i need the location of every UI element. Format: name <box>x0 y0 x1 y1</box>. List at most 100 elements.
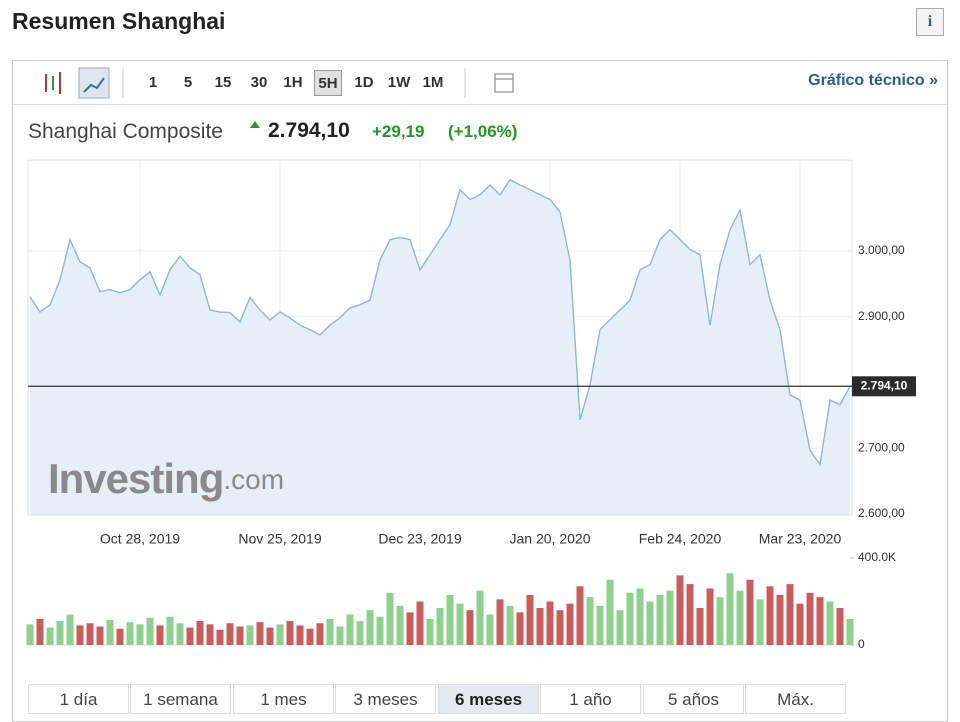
volume-bar <box>776 594 784 645</box>
volume-bar <box>216 629 224 645</box>
candle-icon[interactable] <box>45 72 61 94</box>
volume-bar <box>296 625 304 645</box>
interval[interactable]: 1M <box>422 74 444 91</box>
volume-bar <box>446 594 454 645</box>
interval[interactable]: 1H <box>283 74 303 91</box>
volume-bar <box>676 575 684 645</box>
interval[interactable]: 1D <box>354 74 374 91</box>
volume-bar <box>516 612 524 645</box>
volume-bar <box>796 603 804 645</box>
table-icon[interactable] <box>494 73 514 93</box>
volume-bar <box>76 625 84 645</box>
volume-bar <box>346 614 354 645</box>
y-tick-label: 2.700,00 <box>858 440 905 454</box>
period-tab[interactable]: 1 mes <box>233 684 334 714</box>
volume-bar <box>326 618 334 645</box>
interval[interactable]: 15 <box>214 74 232 91</box>
period-tab[interactable]: 1 semana <box>130 684 231 714</box>
volume-bar <box>266 627 274 645</box>
period-tab[interactable]: 5 años <box>643 684 744 714</box>
interval-selected[interactable]: 5H <box>314 70 342 96</box>
period-tab-active[interactable]: 6 meses <box>438 684 539 714</box>
volume-bar <box>56 621 64 645</box>
x-tick-label: Dec 23, 2019 <box>378 531 461 547</box>
volume-bar <box>526 594 534 645</box>
volume-bar <box>426 618 434 645</box>
x-tick-label: Nov 25, 2019 <box>238 531 321 547</box>
y-tick-label: 2.900,00 <box>858 309 905 323</box>
volume-bar <box>286 621 294 645</box>
volume-bar <box>396 605 404 645</box>
period-tab[interactable]: 1 día <box>28 684 129 714</box>
volume-bar <box>66 614 74 645</box>
volume-bar <box>146 617 154 645</box>
period-tab[interactable]: 1 año <box>540 684 641 714</box>
volume-bar <box>186 627 194 645</box>
line-icon[interactable] <box>78 67 110 99</box>
volume-bar <box>136 624 144 645</box>
volume-bar <box>476 590 484 645</box>
volume-bar <box>166 616 174 645</box>
volume-bar <box>806 592 814 645</box>
volume-bar <box>536 608 544 645</box>
volume-bar <box>816 597 824 645</box>
technical-chart-link[interactable]: Gráfico técnico » <box>808 72 938 89</box>
volume-bar <box>566 603 574 645</box>
volume-bar <box>606 579 614 645</box>
volume-bar <box>666 590 674 645</box>
volume-bar <box>386 592 394 645</box>
volume-bar <box>646 601 654 645</box>
volume-bar <box>766 586 774 645</box>
volume-bar <box>486 614 494 645</box>
x-tick-label: Oct 28, 2019 <box>100 531 180 547</box>
line-icon-glyph <box>83 77 105 93</box>
volume-bar <box>226 623 234 645</box>
volume-bar <box>116 628 124 645</box>
volume-bar <box>506 605 514 645</box>
volume-bar <box>176 623 184 645</box>
volume-bar <box>596 605 604 645</box>
volume-bar <box>696 608 704 645</box>
volume-bar <box>756 599 764 645</box>
volume-bar <box>336 626 344 645</box>
volume-bar <box>736 590 744 645</box>
volume-bar <box>786 584 794 645</box>
info-button[interactable]: i <box>916 8 944 36</box>
volume-bar <box>126 622 134 645</box>
volume-bar <box>746 579 754 645</box>
volume-bar <box>86 623 94 645</box>
watermark-brand: Investing <box>48 455 223 502</box>
volume-bar <box>246 625 254 645</box>
up-arrow <box>250 121 260 128</box>
volume-bar <box>376 616 384 645</box>
watermark: Investing.com <box>48 455 284 502</box>
y-tick-label: 400.0K <box>858 550 896 564</box>
interval[interactable]: 30 <box>250 74 268 91</box>
volume-bar <box>316 623 324 645</box>
volume-bar <box>706 588 714 645</box>
reference-label: 2.794,10 <box>861 378 908 392</box>
x-tick-label: Mar 23, 2020 <box>759 531 842 547</box>
volume-bar <box>26 624 34 645</box>
interval[interactable]: 5 <box>183 74 193 91</box>
interval[interactable]: 1 <box>148 74 158 91</box>
volume-bar <box>726 573 734 645</box>
volume-bar <box>626 592 634 645</box>
volume-bar <box>156 625 164 645</box>
volume-bar <box>416 601 424 645</box>
price-line <box>29 178 851 467</box>
volume-bar <box>636 588 644 645</box>
interval[interactable]: 1W <box>387 74 411 91</box>
watermark-suffix: .com <box>223 464 284 495</box>
period-tab[interactable]: Máx. <box>745 684 846 714</box>
page-title: Resumen Shanghai <box>12 8 226 34</box>
y-tick-label: 3.000,00 <box>858 243 905 257</box>
volume-bar <box>366 610 374 645</box>
period-tab[interactable]: 3 meses <box>335 684 436 714</box>
volume-bar <box>196 621 204 645</box>
price: 2.794,10 <box>268 119 350 142</box>
volume-bar <box>36 618 44 645</box>
volume-bar <box>456 603 464 645</box>
volume-bar <box>546 601 554 645</box>
